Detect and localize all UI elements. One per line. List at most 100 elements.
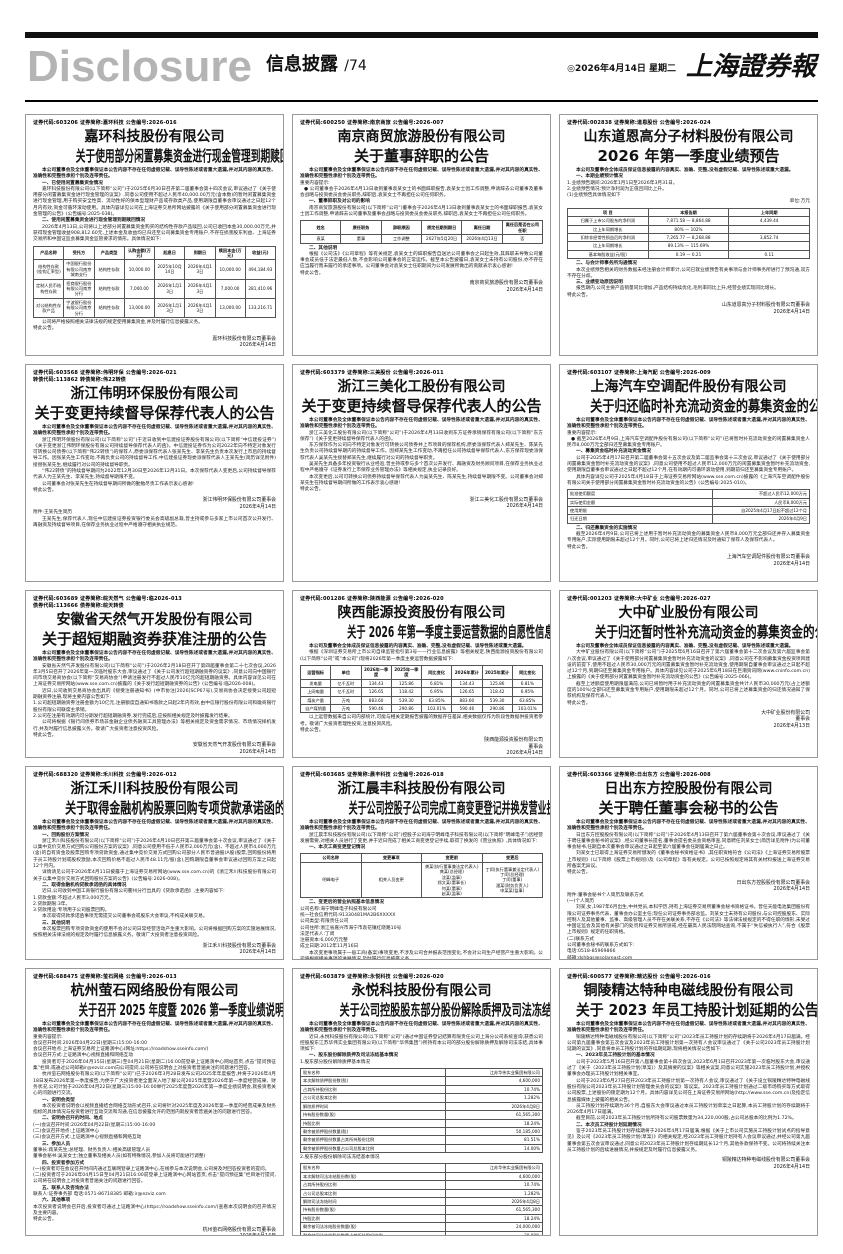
body-paragraph: 浙江三美化工股份有限公司(以下简称“公司”)于2026年4月13日收到东方证券承… <box>300 430 543 442</box>
table-cell: 10.74% <box>445 1084 543 1095</box>
body-paragraph: 1.贷款金额:不超过人民币3,000万元。 <box>33 895 114 901</box>
body-paragraph: 以上运营数据来自公司内部统计,可能与相关定期报告披露的数据存在差异,相关数据仅作… <box>300 715 543 727</box>
table-header-row: 项 目本报告期 上年同期 <box>567 207 810 218</box>
announcement-card: 证券代码:603366 证券简称:日出东方 公告编号:2026-008 日出东方控… <box>559 766 818 960</box>
table-cell: 归还日期 <box>566 514 714 524</box>
body-paragraph: 二、归还募集资金的实施情况 <box>576 525 637 531</box>
table-cell: 董事 <box>340 234 382 244</box>
table-cell: 10,000.00 <box>123 259 156 280</box>
stock-code-line: 证券代码:603366 证券简称:日出东方 公告编号:2026-008 <box>567 772 711 778</box>
body-paragraph: 特此公告。 <box>33 487 57 493</box>
table-header-cell: 单位 <box>330 664 362 680</box>
company-name: 大中矿业股份有限公司 <box>618 605 759 621</box>
stock-code-line: 证券代码:688475 证券简称:萤石网络 公告编号:2026-013 <box>33 974 177 980</box>
signature-line: 2026年4月14日 <box>239 1233 276 1236</box>
table-cell: 招商银行股份有限公司南京分行 <box>63 278 95 299</box>
table-cell: 1.282% <box>445 1188 543 1199</box>
unit-note: 单位:万元 <box>789 199 810 205</box>
table-cell: 281,410.96 <box>244 278 277 299</box>
signature-line: 2026年4月14日 <box>773 560 810 567</box>
body-paragraph: 公司类型:有限责任公司 <box>300 919 349 925</box>
body-paragraph: 本公司董事会及全体董事保证本公告内容不存在任何虚假记载、误导性陈述或者重大遗漏,… <box>33 651 276 663</box>
body-paragraph: 安徽省天然气开发股份有限公司(以下简称“公司”)于2026年2月18日召开了第四… <box>33 663 276 688</box>
table-cell: 126.65 <box>451 687 483 697</box>
body-paragraph: 一、董事辞职及对公司的影响 <box>309 199 370 205</box>
body-paragraph: 鉴于2023年员工持股计划存续期将于2026年4月17日届满,根据《关于上市公司… <box>567 1129 810 1153</box>
signature: 南京商贸旅游股份有限公司董事会 2026年4月14日 <box>300 280 543 293</box>
signature: 上海汽车空调配件股份有限公司董事会 2026年4月14日 <box>567 554 810 567</box>
body-paragraph: 公司于2025年4月17日召开第二届董事会第十五次会议及第二届监事会第十三次会议… <box>567 455 810 474</box>
signature-line: 2026年4月14日 <box>239 748 276 755</box>
table-cell: 批准使用额度 <box>566 489 714 499</box>
table-cell: 14.00% <box>445 1143 543 1154</box>
body-paragraph: 公司董事会对张某先生在持续督导期间所做的勤勉尽责工作表示衷心感谢! <box>42 481 194 487</box>
table-header-cell: 原任职务 <box>340 220 382 236</box>
announcement-card: 证券代码:603379 证券简称:三美股份 公告编号:2026-011 浙江三美化… <box>292 364 551 582</box>
body-paragraph: 公司于2023年5月16日召开第八届董事会第十四次会议,2023年6月1日召开2… <box>567 1059 810 1078</box>
body-paragraph: 一、回购股份方案情况 <box>42 832 89 838</box>
body-paragraph: 本公司董事会及全体董事保证本公告内容不存在任何虚假记载、误导性陈述或者重大遗漏,… <box>567 1022 810 1034</box>
announcement-card: 证券代码:001203 证券简称:大中矿业 公告编号:2026-027 大中矿业股… <box>559 590 818 758</box>
body-paragraph: 报告期内,公司主要产品销量同比增加,产品结构持续优化,毛利率同比上升,经营业绩实… <box>576 286 779 292</box>
table-header-row: 姓名 原任职务 辞职原因 原定任期到期日 离任日期 离任后是否在公司任职 <box>299 220 544 236</box>
body-paragraph: 杭州萤石网络股份有限公司(以下简称“公司”)已于2026年3月28日发布公司20… <box>33 1072 276 1097</box>
body-paragraph: 三、业绩变动原因说明 <box>576 280 623 286</box>
body-paragraph: 近日,公司收到中国工商银行股份有限公司衢州分行出具的《贷款承诺函》,主要内容如下… <box>42 889 225 895</box>
body-paragraph: 一、股东股份解除质押及司法冻结基本情况 <box>309 1053 399 1059</box>
signature: 嘉环科技股份有限公司董事会 2026年4月14日 <box>33 336 276 349</box>
table-cell: 2025年10月14日 <box>153 259 186 280</box>
table-cell: 6.95% <box>511 687 544 697</box>
table-header-cell: 辞职原因 <box>380 220 422 236</box>
table-cell: 使用期限 <box>566 506 714 516</box>
table-cell: 解除司法冻结时间 <box>299 1197 447 1207</box>
signature-line: 2026年4月13日 <box>773 722 810 729</box>
body-paragraph: 公司住所:浙江省嘉兴市海宁市袁花镇红晓路10号 <box>300 925 402 931</box>
table-cell: 80% — 102% <box>647 224 730 235</box>
table-row: 袁某 董事 工作调整 2027年5月20日 2026年4月13日否 <box>299 234 544 244</box>
announcement-title: 关于归还临时补充流动资金的募集资金的公告 <box>590 397 818 415</box>
signature-line: 浙江伟明环保股份有限公司董事会 <box>202 497 276 504</box>
signature-line: 安徽省天然气开发股份有限公司董事会 <box>192 742 276 749</box>
table-row: 煤炭产量 万吨 883.60 539.30 63.85% 883.60 539.30 63.8… <box>299 695 544 705</box>
table-cell: 2026年4月13日 <box>184 278 216 299</box>
company-name: 浙江三美化工股份有限公司 <box>337 379 506 395</box>
body-paragraph: 2.股东部分股份解除司法冻结基本情况 <box>300 1155 380 1161</box>
table-cell: 袁某 <box>299 234 342 244</box>
table-row: 持有股份数量(股) 61,565,300 <box>299 1110 543 1120</box>
body-paragraph: 本公司董事会及全体董事保证本公告内容不存在任何虚假记载、误导性陈述或者重大遗漏,… <box>33 820 276 832</box>
table-cell: 2026年4月13日 <box>461 234 503 244</box>
signature: 浙江伟明环保股份有限公司董事会 2026年4月14日 <box>33 497 276 510</box>
body-paragraph: 1.公司超短期融资券注册金额为10亿元,注册额度自通知书落款之日起2年内有效,由… <box>33 701 276 713</box>
body-paragraph: 一、2023年员工持股计划的基本情况 <box>576 1053 655 1059</box>
table-row: 自产煤销量 万吨 590.46 290.86 103.01% 590.46 290.86 10… <box>299 703 544 714</box>
signature: 大中矿业股份有限公司 董事会 2026年4月13日 <box>567 710 810 730</box>
table-cell: 江苏华伟实业集团有限公司 <box>445 1068 543 1078</box>
body-paragraph: 嘉环科技股份有限公司(以下简称“公司”)于2025年6月30日召开第二届董事会第… <box>33 186 276 218</box>
disclosure-brand: Disclosure <box>27 42 252 91</box>
table-cell: 占公司总股本比例 <box>299 1188 447 1199</box>
body-paragraph: 日出东方控股股份有限公司(以下简称“公司”)于2026年4月13日召开了第六届董… <box>567 832 810 851</box>
table-cell: 10.74% <box>445 1180 543 1190</box>
table-cell: 比上年同期增长 <box>567 224 649 235</box>
announcement-card: 证券代码:688475 证券简称:萤石网络 公告编号:2026-013 杭州萤石网… <box>25 968 284 1236</box>
body-paragraph: 东方保荐作为公司向不特定对象发行可转换公司债券并上市项目的保荐机构,原委派保荐代… <box>300 443 543 461</box>
stock-code-line: 证券代码:603685 证券简称:晨丰科技 公告编号:2026-018 <box>300 772 444 778</box>
announcement-card: 证券代码:603689 证券简称:皖天然气 公告编号:临2026-013 债券代码… <box>25 590 284 758</box>
table-cell: 7,265.77 — 8,268.88 <box>647 232 730 243</box>
header-rule <box>25 100 818 102</box>
company-name: 日出东方控股股份有限公司 <box>604 781 773 797</box>
body-paragraph: (二)联系方式 <box>567 936 595 942</box>
table-cell: 自产煤销量 <box>299 703 332 714</box>
signature-line: 南京商贸旅游股份有限公司董事会 <box>469 280 543 287</box>
announcement-title: 关于 2026 年第一季度主要运营数据的自愿性信息披露公告 <box>347 623 550 641</box>
table-cell: 本次解除司法冻结股份数(股) <box>299 1171 447 1182</box>
table-header-cell: 产品名称 <box>32 245 65 261</box>
table-cell: 10,000.00 <box>214 259 246 280</box>
body-paragraph: 会议召开时间:2026年04月22日(星期三)15:00-16:00 <box>33 1040 148 1046</box>
table-header-cell: 2025年累计 <box>481 664 513 680</box>
body-paragraph: 二、使用闲置募集资金进行现金管理到期赎回情况 <box>42 218 146 224</box>
announcement-card: 证券代码:603568 证券简称:伟明环保 公告编号:2026-021 转债代码:… <box>25 364 284 582</box>
body-paragraph: 详情请见公司于2026年4月11日披露于上海证券交易所网站(www.sse.co… <box>33 870 276 882</box>
signature-line: 2026年4月14日 <box>239 342 276 349</box>
signature-line: 大中矿业股份有限公司 <box>761 709 810 716</box>
